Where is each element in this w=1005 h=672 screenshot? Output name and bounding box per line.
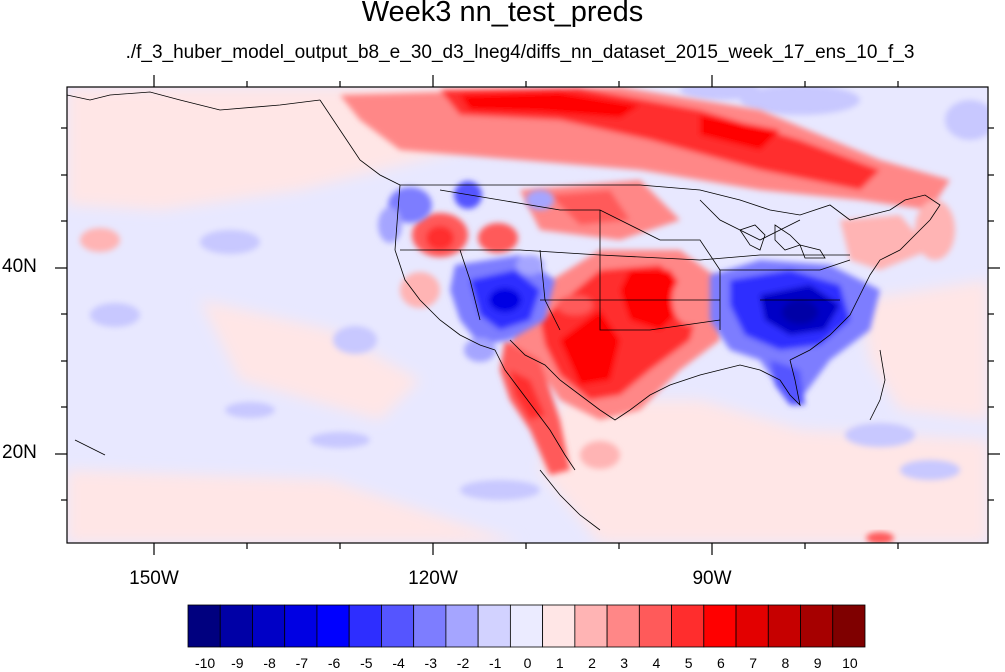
axis-ticks — [55, 75, 1000, 555]
colorbar-swatch — [445, 604, 479, 648]
colorbar-label: 4 — [652, 655, 661, 671]
colorbar-label: 10 — [842, 655, 858, 671]
colorbar-swatch — [800, 604, 834, 648]
map-lakes — [739, 224, 826, 259]
colorbar-swatch — [187, 604, 221, 648]
lon-label-90w: 90W — [692, 568, 732, 589]
colorbar-swatch — [542, 604, 576, 648]
colorbar-label: 5 — [684, 655, 693, 671]
field-warm-south — [500, 250, 720, 475]
lon-label-120w: 120W — [408, 568, 458, 589]
colorbar-label: 6 — [717, 655, 725, 671]
colorbar-label: 8 — [781, 655, 790, 671]
colorbar-swatch — [767, 604, 801, 648]
field-cold-southwest — [450, 255, 555, 362]
colorbar-label: -10 — [194, 655, 216, 671]
colorbar-label: -2 — [456, 655, 470, 671]
chart-subtitle: ./f_3_huber_model_output_b8_e_30_d3_lneg… — [125, 42, 915, 63]
colorbar-swatch — [832, 604, 866, 648]
colorbar-label: 7 — [749, 655, 758, 671]
colorbar-swatch — [284, 604, 318, 648]
colorbar-label: 0 — [523, 655, 532, 671]
plot-frame — [66, 86, 989, 544]
colorbar — [187, 604, 866, 648]
chart-title: Week3 nn_test_preds — [361, 0, 644, 28]
field-warm-tropics — [866, 532, 894, 543]
colorbar-swatch — [477, 604, 511, 648]
colorbar-swatch — [735, 604, 769, 648]
colorbar-label: -5 — [360, 655, 373, 671]
colorbar-swatch — [348, 604, 382, 648]
lat-label-40n: 40N — [2, 256, 37, 277]
field-warm-north — [80, 87, 955, 270]
colorbar-swatch — [381, 604, 415, 648]
colorbar-swatch — [316, 604, 350, 648]
colorbar-label: -6 — [327, 655, 341, 671]
field-cold-southeast — [710, 260, 880, 405]
map-plot-area — [67, 87, 988, 543]
colorbar-swatch — [638, 604, 672, 648]
colorbar-label: -3 — [424, 655, 437, 671]
colorbar-swatch — [413, 604, 447, 648]
colorbar-label: -4 — [392, 655, 405, 671]
colorbar-swatch — [509, 604, 544, 648]
colorbar-label: -7 — [295, 655, 309, 671]
colorbar-swatch — [671, 604, 705, 648]
colorbar-swatch — [219, 604, 253, 648]
colorbar-swatch — [606, 604, 640, 648]
field-warm-rockies — [400, 213, 518, 308]
colorbar-label: 2 — [588, 655, 596, 671]
colorbar-label: 3 — [620, 655, 629, 671]
colorbar-label: -1 — [489, 655, 502, 671]
lat-label-20n: 20N — [2, 442, 37, 463]
colorbar-swatch — [703, 604, 737, 648]
colorbar-label: -9 — [231, 655, 244, 671]
colorbar-label: 9 — [813, 655, 822, 671]
field-light-negative — [90, 87, 988, 500]
colorbar-swatch — [574, 604, 608, 648]
lon-label-150w: 150W — [129, 568, 179, 589]
colorbar-label: 1 — [555, 655, 564, 671]
map-coastlines — [67, 91, 941, 531]
colorbar-label: -8 — [263, 655, 276, 671]
colorbar-swatch — [252, 604, 286, 648]
